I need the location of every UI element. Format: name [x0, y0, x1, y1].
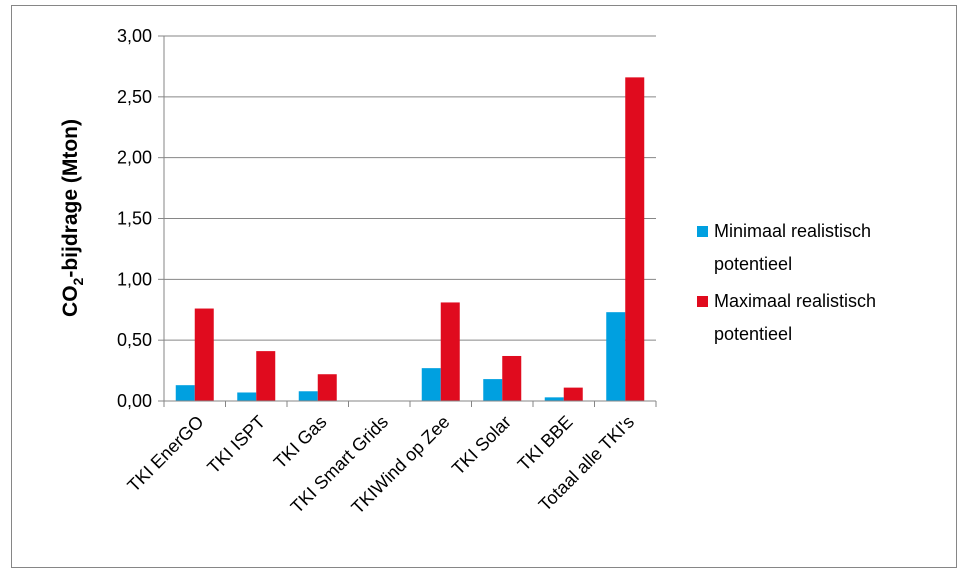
legend-swatch: [697, 226, 708, 237]
x-tick-label: TKI ISPT: [203, 412, 269, 478]
bar-maximaal: [317, 374, 337, 401]
bar-minimaal: [483, 379, 503, 401]
legend-label: Maximaal realistisch: [714, 291, 876, 311]
legend-swatch: [697, 296, 708, 307]
axes: [163, 36, 657, 407]
bar-minimaal: [298, 391, 318, 401]
bar-minimaal: [606, 312, 626, 401]
legend-label: Minimaal realistisch: [714, 221, 871, 241]
bar-maximaal: [256, 351, 276, 401]
bar-minimaal: [421, 368, 441, 401]
bar-maximaal: [563, 387, 583, 401]
x-tick-label: TKI Solar: [448, 412, 515, 479]
bar-minimaal: [544, 397, 564, 401]
legend: Minimaal realistisch potentieel Maximaal r…: [697, 221, 876, 344]
bar-maximaal: [194, 308, 214, 401]
y-tick-label: 3,00: [117, 26, 152, 46]
bar-minimaal: [175, 385, 195, 401]
bars: [175, 77, 645, 401]
y-tick-label: 2,50: [117, 87, 152, 107]
x-tick-label: TKI Gas: [270, 412, 331, 473]
y-axis-label: CO2-bijdrage (Mton): [59, 119, 86, 317]
bar-minimaal: [237, 392, 257, 401]
x-tick-label: TKI BBE: [514, 412, 577, 475]
bar-maximaal: [440, 302, 460, 401]
y-tick-label: 0,50: [117, 330, 152, 350]
legend-label: potentieel: [714, 254, 792, 274]
bar-maximaal: [502, 355, 522, 401]
x-tick-label: TKI EnerGO: [123, 412, 207, 496]
y-tick-label: 1,50: [117, 209, 152, 229]
legend-label: potentieel: [714, 324, 792, 344]
y-tick-labels: 0,00 0,50 1,00 1,50 2,00 2,50 3,00: [117, 26, 152, 411]
y-tick-label: 2,00: [117, 148, 152, 168]
gridlines: [158, 35, 656, 402]
chart-frame: [11, 5, 957, 568]
bar-maximaal: [625, 77, 645, 401]
y-tick-label: 0,00: [117, 391, 152, 411]
y-tick-label: 1,00: [117, 269, 152, 289]
